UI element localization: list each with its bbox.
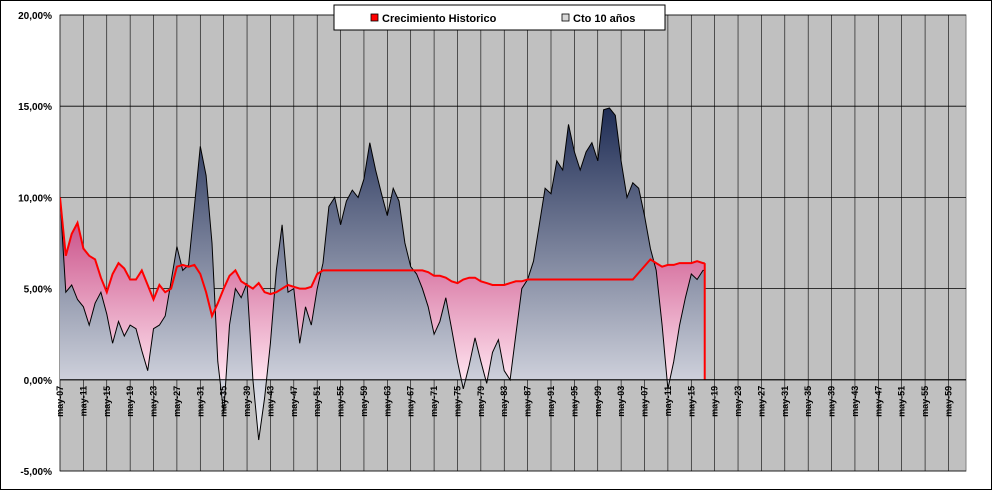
x-tick-label: may-15 [686,386,696,417]
x-tick-label: may-27 [756,386,766,417]
x-tick-label: may-47 [289,386,299,417]
x-tick-label: may-07 [640,386,650,417]
series-areas [60,108,705,440]
line-crecimiento-historico [60,197,705,320]
x-tick-label: may-23 [733,386,743,417]
y-tick-label: -5,00% [20,467,52,478]
x-tick-label: may-11 [78,386,88,417]
x-tick-label: may-15 [102,386,112,417]
x-tick-label: may-63 [382,386,392,417]
y-tick-label: 5,00% [24,285,52,296]
legend-swatch-crecimiento [370,13,379,22]
x-tick-label: may-95 [569,386,579,417]
x-tick-label: may-75 [453,386,463,417]
x-tick-label: may-71 [429,386,439,417]
x-tick-label: may-19 [125,386,135,417]
x-tick-label: may-31 [195,386,205,417]
y-tick-label: 0,00% [24,376,52,387]
x-tick-label: may-47 [873,386,883,417]
x-tick-label: may-59 [359,386,369,417]
legend: Crecimiento Historico Cto 10 años [333,4,666,31]
y-axis-ticks: 20,00% 15,00% 10,00% 5,00% 0,00% -5,00% [18,11,52,478]
x-tick-label: may-03 [616,386,626,417]
x-tick-label: may-07 [55,386,65,417]
x-tick-label: may-67 [406,386,416,417]
x-tick-label: may-35 [803,386,813,417]
x-tick-label: may-39 [242,386,252,417]
x-tick-label: may-23 [149,386,159,417]
x-tick-label: may-39 [827,386,837,417]
x-tick-label: may-31 [780,386,790,417]
x-tick-label: may-83 [499,386,509,417]
x-tick-label: may-79 [476,386,486,417]
x-tick-label: may-43 [265,386,275,417]
x-tick-label: may-59 [944,386,954,417]
x-tick-label: may-27 [172,386,182,417]
grid-lines [59,14,966,472]
x-tick-label: may-51 [897,386,907,417]
y-tick-label: 15,00% [18,102,52,113]
y-tick-label: 10,00% [18,193,52,204]
x-tick-label: may-11 [663,386,673,417]
x-tick-label: may-91 [546,386,556,417]
legend-box [333,4,666,31]
x-tick-label: may-55 [920,386,930,417]
x-tick-label: may-87 [523,386,533,417]
x-tick-label: may-43 [850,386,860,417]
legend-label-cto: Cto 10 años [573,13,635,25]
x-tick-label: may-35 [219,386,229,417]
legend-swatch-cto [561,13,570,22]
area-cto-10-anos [60,108,705,440]
x-tick-label: may-55 [336,386,346,417]
x-tick-label: may-99 [593,386,603,417]
legend-label-crecimiento: Crecimiento Historico [382,13,497,25]
x-axis-ticks: may-07 may-11 may-15 may-19 may-23 may-27 may-… [55,386,954,417]
series-lines [60,107,706,441]
x-tick-label: may-51 [312,386,322,417]
line-cto-10-anos [60,107,705,441]
y-tick-label: 20,00% [18,11,52,22]
x-tick-label: may-19 [710,386,720,417]
